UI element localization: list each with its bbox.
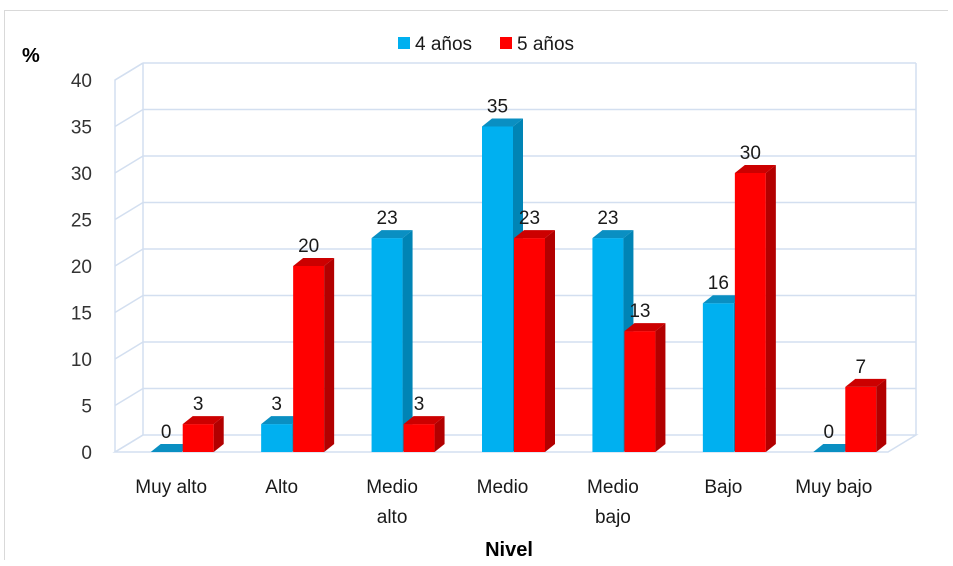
x-tick-label: Medio [477, 477, 529, 498]
y-tick-label: 25 [71, 211, 92, 232]
y-tick-label: 0 [81, 443, 92, 464]
legend-swatch-5-anos [500, 37, 512, 49]
bar-medio-5-anos-top [514, 230, 555, 239]
y-axis-title: % [22, 45, 40, 67]
x-tick-label: Alto [265, 477, 298, 498]
bar-medio-bajo-5-anos-front [624, 331, 656, 452]
bar-muy-alto-5-anos-side [213, 416, 224, 452]
x-axis-title: Nivel [485, 539, 533, 561]
bar-medio-alto-5-anos-top [403, 416, 445, 425]
bar-medio-alto-5-anos-front [403, 424, 435, 452]
bar-bajo-5-anos-top [734, 165, 776, 173]
x-tick-label: Muy bajo [795, 477, 872, 498]
y-tick-label: 15 [71, 304, 92, 325]
bar-medio-alto-4-anos-side [402, 230, 413, 452]
bar-medio-4-anos-front [482, 126, 513, 452]
bar-medio-4-anos-top [482, 118, 523, 127]
bar-alto-5-anos-top [293, 258, 335, 266]
data-label: 7 [855, 357, 866, 378]
data-label: 3 [271, 394, 282, 415]
bar-medio-bajo-5-anos-top [624, 323, 666, 332]
bar-muy-bajo-5-anos-front [845, 386, 877, 452]
bar-muy-alto-5-anos-top [182, 416, 224, 425]
bar-medio-bajo-4-anos-top [592, 230, 634, 239]
bar-alto-4-anos-front [261, 424, 293, 452]
bar-muy-alto-4-anos-top [150, 444, 192, 452]
gridline-side [114, 108, 144, 128]
data-label: 13 [629, 301, 650, 322]
bar-medio-bajo-4-anos-front [592, 238, 624, 452]
gridline-side [114, 341, 144, 360]
bar-bajo-5-anos-front [734, 173, 766, 452]
x-tick-label: Medio [587, 477, 639, 498]
bar-muy-bajo-4-anos-top [813, 444, 855, 452]
data-label: 30 [740, 143, 761, 164]
data-label: 23 [377, 208, 398, 229]
legend: 4 años 5 años [398, 34, 574, 55]
bar-muy-alto-5-anos-front [182, 424, 214, 452]
bars [150, 118, 887, 452]
x-tick-label: alto [377, 507, 408, 528]
data-label: 16 [708, 273, 729, 294]
data-label: 23 [519, 208, 540, 229]
bar-alto-5-anos-side [324, 258, 335, 452]
legend-label-4-anos: 4 años [415, 34, 472, 55]
y-tick-labels: 0 5 10 15 20 25 30 35 40 [71, 71, 92, 464]
bar-muy-bajo-5-anos-side [876, 378, 887, 452]
y-tick-label: 40 [71, 71, 92, 92]
y-tick-label: 10 [71, 350, 92, 371]
data-label: 0 [161, 422, 172, 443]
gridline-side [114, 248, 144, 267]
data-label: 3 [414, 394, 425, 415]
y-tick-label: 35 [71, 118, 92, 139]
bar-muy-bajo-5-anos-top [845, 378, 887, 387]
legend-label-5-anos: 5 años [517, 34, 574, 55]
chart-frame [4, 10, 948, 560]
gridline-side [114, 387, 144, 407]
data-label: 3 [193, 394, 204, 415]
category-labels: Muy alto Alto Medio alto Medio Medio bajo Bajo M… [135, 477, 872, 528]
data-label: 20 [298, 236, 319, 257]
x-tick-label: Bajo [704, 477, 742, 498]
gridline-side [114, 201, 144, 221]
bar-medio-5-anos-side [545, 230, 555, 452]
gridline-side [114, 62, 144, 81]
x-tick-label: Muy alto [135, 477, 207, 498]
gridline-side [114, 155, 144, 174]
bar-bajo-4-anos-front [702, 303, 734, 452]
bar-medio-alto-4-anos-top [371, 230, 413, 239]
gridline-side [114, 294, 144, 314]
bar-alto-4-anos-top [261, 416, 303, 425]
bar-alto-5-anos-front [293, 266, 325, 452]
y-tick-label: 30 [71, 164, 92, 185]
data-label: 23 [597, 208, 618, 229]
bar-medio-alto-5-anos-side [434, 416, 445, 452]
x-tick-label: Medio [366, 477, 418, 498]
bar-bajo-5-anos-side [765, 165, 776, 452]
bar-medio-5-anos-front [514, 238, 545, 452]
y-tick-label: 20 [71, 257, 92, 278]
data-label: 35 [487, 97, 508, 118]
legend-swatch-4-anos [398, 37, 410, 49]
bar-bajo-4-anos-top [702, 295, 744, 304]
bar-medio-alto-4-anos-front [371, 238, 403, 452]
bar-medio-bajo-5-anos-side [655, 323, 666, 452]
y-tick-label: 5 [81, 397, 92, 418]
data-label: 0 [823, 422, 834, 443]
x-tick-label: bajo [595, 507, 631, 528]
